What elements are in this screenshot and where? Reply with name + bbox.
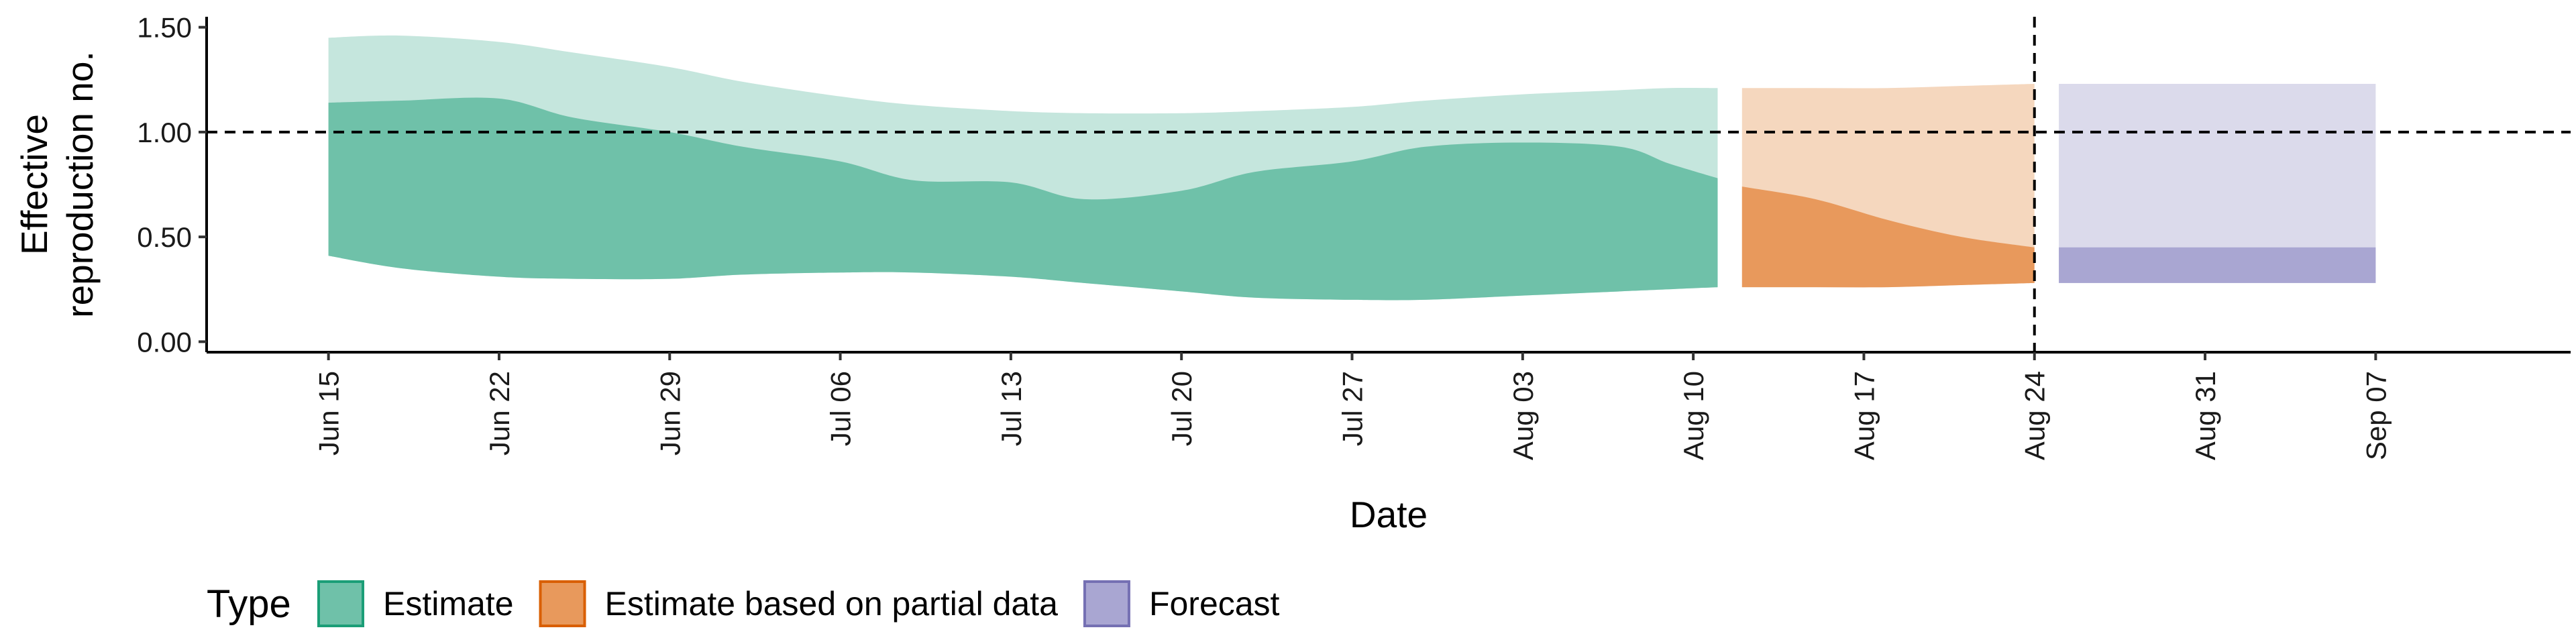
x-tick-label: Aug 31: [2190, 371, 2221, 460]
estimate-inner-band: [328, 97, 1718, 301]
x-tick-label: Aug 10: [1678, 371, 1709, 460]
y-tick-label: 1.00: [137, 117, 192, 148]
forecast-inner-band: [2059, 247, 2376, 283]
y-axis-title-line: reproduction no.: [59, 51, 101, 318]
legend-label: Estimate: [383, 585, 514, 623]
legend-swatch: [1083, 580, 1130, 627]
legend-swatch: [317, 580, 364, 627]
y-tick-label: 0.50: [137, 221, 192, 253]
forecast-outer-band: [2059, 84, 2376, 283]
reference-lines: [207, 17, 2571, 352]
x-tick-label: Jul 27: [1337, 371, 1368, 446]
axes: 0.00 0.50 1.00 1.50 Jun 15 Jun 22 Jun 29 Jul 06…: [137, 12, 2571, 460]
x-tick-label: Jun 22: [484, 371, 515, 455]
estimate-based-on-partial-data-inner-band: [1741, 186, 2035, 288]
x-tick-label: Aug 03: [1507, 371, 1539, 460]
y-axis-title: Effective reproduction no.: [13, 51, 101, 318]
x-axis-title: Date: [1350, 494, 1428, 535]
x-tick-label: Jun 29: [654, 371, 686, 455]
x-tick-label: Sep 07: [2360, 371, 2392, 460]
y-tick-label: 0.00: [137, 326, 192, 358]
ribbon-bands: [328, 35, 2376, 301]
x-tick-label: Jul 13: [996, 371, 1027, 446]
legend-label: Forecast: [1149, 585, 1280, 623]
x-tick-label: Jul 20: [1166, 371, 1197, 446]
legend: Type Estimate Estimate based on partial da…: [207, 580, 1280, 627]
legend-swatch: [539, 580, 586, 627]
y-axis-title-text: Effective reproduction no.: [13, 51, 101, 318]
x-tick-label: Jun 15: [313, 371, 345, 455]
legend-title: Type: [207, 582, 291, 626]
x-tick-label: Aug 24: [2019, 371, 2051, 460]
x-tick-label: Aug 17: [1848, 371, 1880, 460]
y-tick-label: 1.50: [137, 12, 192, 44]
legend-label: Estimate based on partial data: [605, 585, 1059, 623]
x-tick-label: Jul 06: [825, 371, 857, 446]
y-axis-title-line: Effective: [13, 114, 55, 255]
